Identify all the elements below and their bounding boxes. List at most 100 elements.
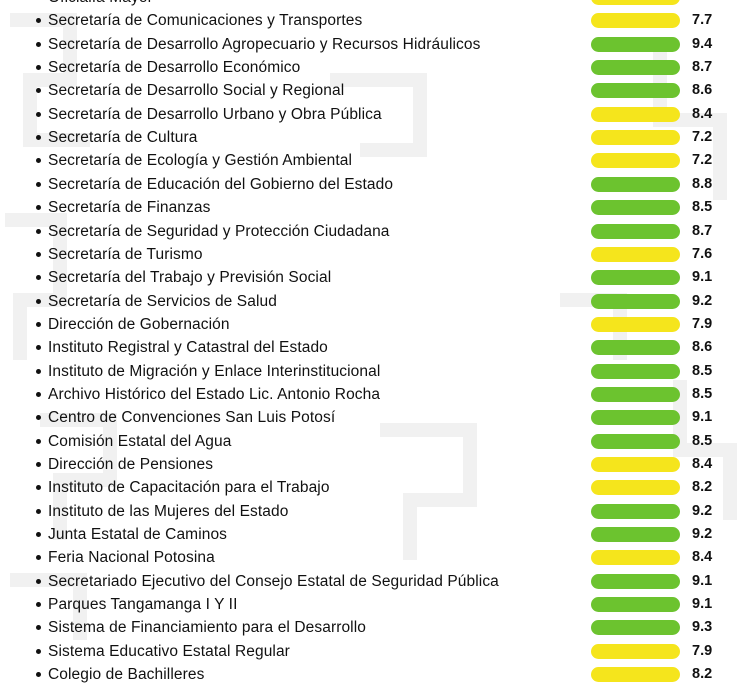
- score-value: 9.3: [692, 619, 713, 636]
- bullet-icon: [36, 462, 41, 467]
- score-bar: [591, 433, 680, 449]
- category-label: Sistema Educativo Estatal Regular: [48, 642, 290, 660]
- score-value: 8.6: [692, 82, 713, 99]
- score-bar: [591, 316, 680, 332]
- list-item: Feria Nacional Potosina 8.4: [0, 546, 746, 569]
- score-value: 9.1: [692, 572, 713, 589]
- category-label: Secretaría de Comunicaciones y Transport…: [48, 12, 363, 30]
- score-value: 9.1: [692, 409, 713, 426]
- category-label: Secretaría de Servicios de Salud: [48, 292, 277, 310]
- list-item: Instituto de Migración y Enlace Interins…: [0, 360, 746, 383]
- category-label: Secretaría de Desarrollo Económico: [48, 59, 301, 77]
- score-bar: [591, 246, 680, 262]
- score-value: 8.4: [692, 549, 713, 566]
- bullet-icon: [36, 298, 41, 304]
- score-value: 9.1: [692, 269, 713, 286]
- bullet-icon: [36, 228, 41, 234]
- category-label: Feria Nacional Potosina: [48, 549, 215, 567]
- score-value: 7.2: [692, 129, 713, 146]
- category-label: Secretaría de Ecología y Gestión Ambient…: [48, 152, 353, 170]
- score-bar: [591, 457, 680, 472]
- bullet-icon: [36, 532, 41, 538]
- list-item: Secretaría de Servicios de Salud 9.2: [0, 290, 746, 313]
- bullet-icon: [36, 368, 41, 374]
- score-bar: [591, 597, 680, 613]
- score-value: 8.5: [692, 385, 713, 402]
- list-item: Secretaría de Desarrollo Urbano y Obra P…: [0, 103, 746, 126]
- score-value: 7.9: [692, 642, 713, 659]
- score-bar: [591, 503, 680, 519]
- list-item: Secretaría de Turismo 7.6: [0, 243, 746, 266]
- category-label: Secretaría del Trabajo y Previsión Socia…: [48, 269, 332, 287]
- list-item: Oficialía Mayor: [0, 0, 746, 9]
- list-item: Secretaría de Desarrollo Agropecuario y …: [0, 33, 746, 56]
- bullet-icon: [36, 508, 41, 514]
- bullet-icon: [36, 88, 41, 94]
- bullet-icon: [36, 321, 41, 327]
- category-label: Instituto de las Mujeres del Estado: [48, 502, 289, 520]
- category-label: Instituto Registral y Catastral del Esta…: [48, 339, 328, 357]
- list-item: Secretaría de Desarrollo Social y Region…: [0, 79, 746, 102]
- list-item: Centro de Convenciones San Luis Potosí 9.…: [0, 406, 746, 429]
- score-bar: [591, 200, 680, 216]
- score-value: 8.5: [692, 199, 713, 216]
- bullet-icon: [36, 135, 41, 141]
- category-label: Secretaría de Desarrollo Agropecuario y …: [48, 35, 481, 53]
- bullet-icon: [36, 65, 41, 71]
- bullet-icon: [36, 181, 41, 187]
- bullet-icon: [36, 345, 41, 351]
- list-item: Sistema de Financiamiento para el Desarr…: [0, 616, 746, 639]
- score-value: 9.2: [692, 292, 713, 309]
- score-bar: [591, 386, 680, 402]
- list-item: Secretaría de Finanzas 8.5: [0, 196, 746, 219]
- list-item: Archivo Histórico del Estado Lic. Antoni…: [0, 383, 746, 406]
- score-value: 7.7: [692, 12, 713, 29]
- list-item: Sistema Educativo Estatal Regular 7.9: [0, 640, 746, 663]
- score-bar: [591, 13, 680, 29]
- score-bar: [591, 106, 680, 122]
- category-label: Oficialía Mayor: [48, 0, 153, 9]
- score-value: 8.8: [692, 175, 713, 192]
- score-value: 8.4: [692, 456, 713, 472]
- category-label: Secretariado Ejecutivo del Consejo Estat…: [48, 572, 499, 590]
- score-value: 9.4: [692, 35, 713, 52]
- category-label: Instituto de Capacitación para el Trabaj…: [48, 479, 330, 497]
- score-bar: [591, 480, 680, 496]
- category-label: Secretaría de Finanzas: [48, 199, 211, 217]
- category-label: Instituto de Migración y Enlace Interins…: [48, 362, 381, 380]
- list-item: Secretaría del Trabajo y Previsión Socia…: [0, 266, 746, 289]
- bullet-icon: [36, 391, 41, 397]
- category-label: Archivo Histórico del Estado Lic. Antoni…: [48, 385, 381, 403]
- list-item: Instituto de las Mujeres del Estado 9.2: [0, 500, 746, 523]
- list-item: Dirección de Gobernación 7.9: [0, 313, 746, 336]
- score-bar: [591, 293, 680, 309]
- list-item: Parques Tangamanga I Y II 9.1: [0, 593, 746, 616]
- score-value: 7.6: [692, 245, 713, 262]
- list-item: Dirección de Pensiones 8.4: [0, 453, 746, 476]
- score-value: 9.1: [692, 596, 713, 613]
- list-item: Secretaría de Educación del Gobierno del…: [0, 173, 746, 196]
- list-item: Secretaría de Desarrollo Económico 8.7: [0, 56, 746, 79]
- score-bar: [591, 223, 680, 239]
- bullet-icon: [36, 555, 41, 561]
- score-bar: [591, 363, 680, 379]
- category-label: Secretaría de Seguridad y Protección Ciu…: [48, 222, 390, 240]
- bullet-icon: [36, 485, 41, 491]
- category-label: Secretaría de Turismo: [48, 245, 203, 263]
- score-bar: [591, 527, 680, 543]
- bullet-icon: [36, 18, 41, 24]
- list-item: Secretaría de Ecología y Gestión Ambient…: [0, 149, 746, 172]
- score-bar: [591, 130, 680, 146]
- category-label: Secretaría de Desarrollo Social y Region…: [48, 82, 345, 100]
- category-label: Secretaría de Cultura: [48, 129, 198, 147]
- score-bar: [591, 36, 680, 52]
- category-label: Junta Estatal de Caminos: [48, 526, 228, 544]
- bullet-icon: [36, 648, 41, 654]
- bullet-icon: [36, 275, 41, 281]
- score-bar: [591, 0, 680, 5]
- bullet-icon: [36, 251, 41, 257]
- score-bar: [591, 410, 680, 426]
- score-bar: [591, 60, 680, 76]
- score-value: 9.2: [692, 502, 713, 519]
